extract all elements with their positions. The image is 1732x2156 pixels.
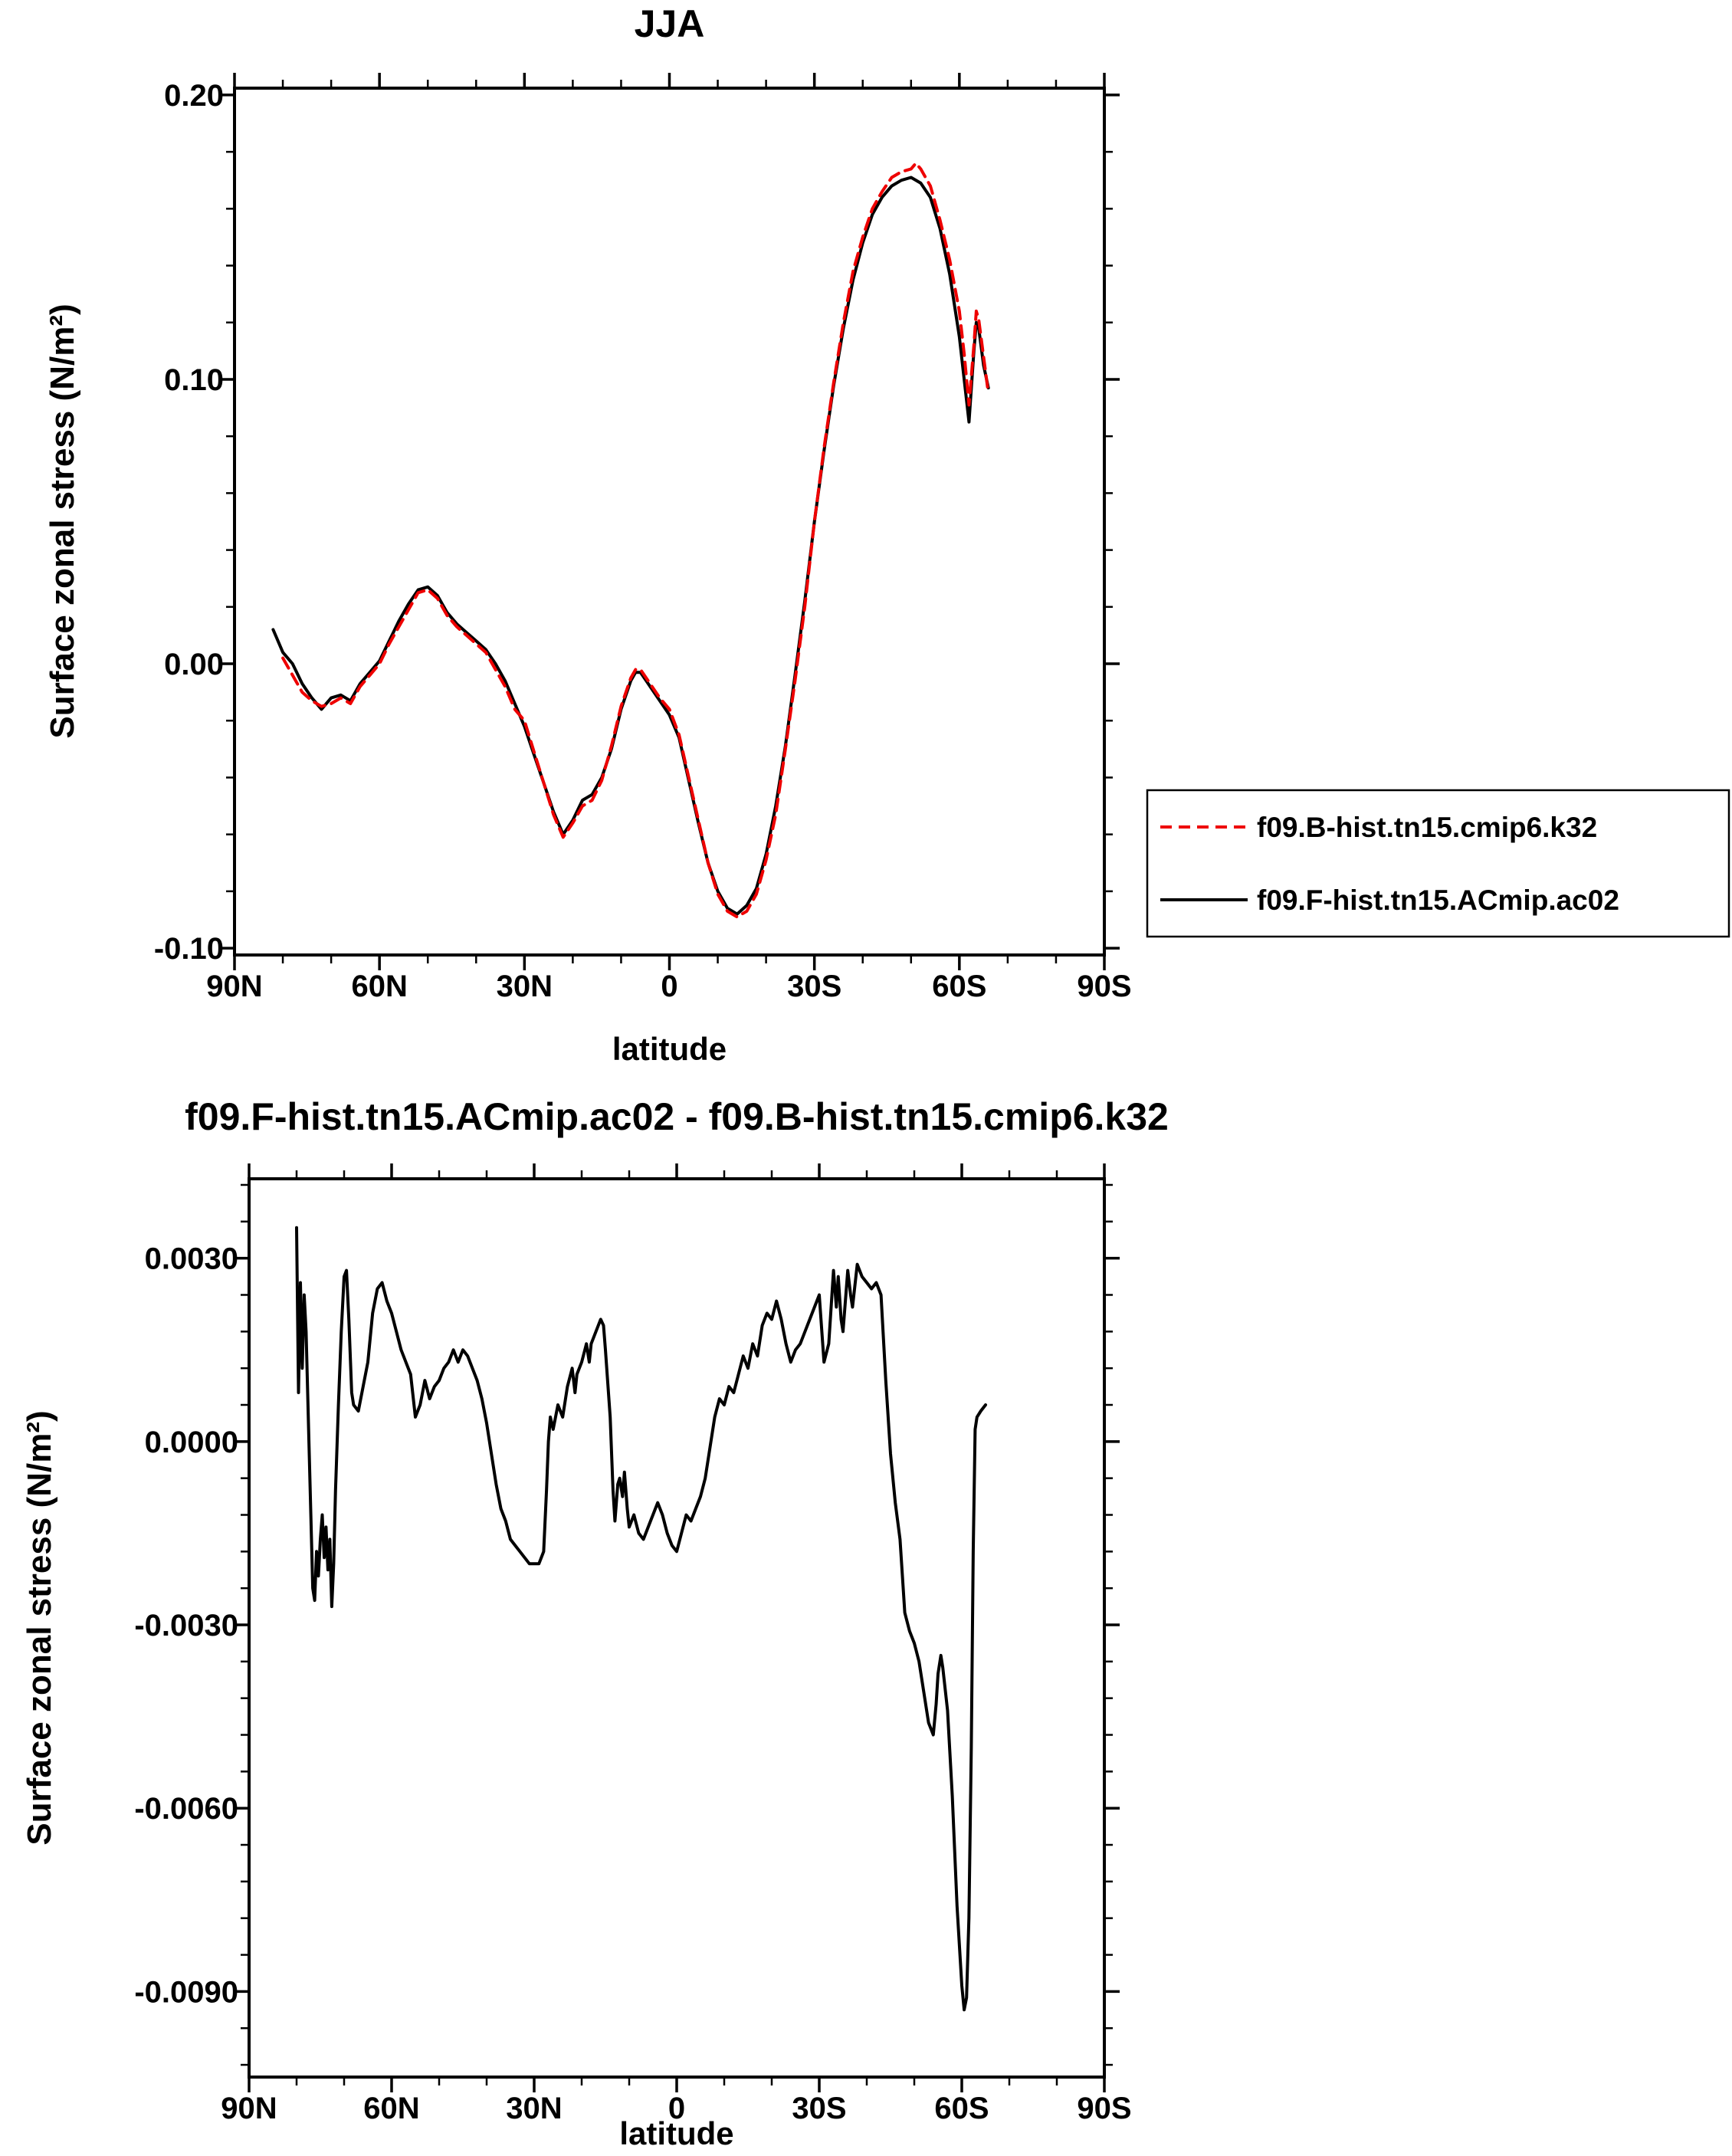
y-tick-label: 0.0000	[145, 1426, 238, 1459]
y-tick-label: 0.00	[164, 648, 224, 681]
bottom-chart-title: f09.F-hist.tn15.ACmip.ac02 - f09.B-hist.…	[185, 1095, 1169, 1138]
x-tick-label: 90S	[1077, 2092, 1131, 2125]
y-tick-label: 0.10	[164, 363, 224, 397]
x-tick-label: 90S	[1077, 970, 1131, 1003]
x-tick-label: 0	[668, 2092, 685, 2125]
top-x-axis-label: latitude	[612, 1031, 727, 1067]
series-f09-f-hist-tn15-acmip-ac02	[271, 176, 990, 916]
x-tick-label: 30N	[506, 2092, 562, 2125]
x-tick-label: 60S	[932, 970, 986, 1003]
bottom-y-axis-label: Surface zonal stress (N/m²)	[21, 1410, 58, 1846]
x-tick-label: 0	[661, 970, 677, 1003]
x-tick-label: 60N	[351, 970, 407, 1003]
bottom-chart: 90N 60N 30N 0 30S 60S 90S 0.0030 0.0000 -0.0030 -0…	[134, 1163, 1132, 2125]
x-tick-label: 60N	[363, 2092, 419, 2125]
bottom-x-axis-label: latitude	[619, 2115, 734, 2151]
legend-box	[1146, 789, 1730, 938]
x-tick-label: 30N	[497, 970, 553, 1003]
y-tick-label: -0.0030	[134, 1609, 238, 1642]
y-tick-label: -0.0090	[134, 1975, 238, 2009]
x-tick-label: 30S	[787, 970, 841, 1003]
legend-label: f09.F-hist.tn15.ACmip.ac02	[1257, 884, 1619, 916]
x-tick-label: 90N	[221, 2092, 277, 2125]
plot-frame	[233, 87, 1106, 957]
y-tick-label: -0.10	[154, 932, 224, 966]
plot-frame	[248, 1177, 1106, 2079]
y-tick-label: -0.0060	[134, 1792, 238, 1826]
series-f09-b-hist-tn15-cmip6-k32	[281, 162, 990, 919]
top-chart-title: JJA	[634, 2, 705, 45]
y-tick-label: 0.0030	[145, 1242, 238, 1276]
top-chart: 90N 60N 30N 0 30S 60S 90S 0.20 0.10 0.00 -0.10 f09.…	[154, 73, 1730, 1003]
x-tick-label: 90N	[206, 970, 262, 1003]
y-tick-label: 0.20	[164, 79, 224, 113]
x-tick-label: 30S	[792, 2092, 846, 2125]
x-tick-label: 60S	[934, 2092, 989, 2125]
top-y-axis-label: Surface zonal stress (N/m²)	[44, 304, 81, 739]
legend-label: f09.B-hist.tn15.cmip6.k32	[1257, 812, 1597, 843]
series-difference	[295, 1226, 987, 2012]
